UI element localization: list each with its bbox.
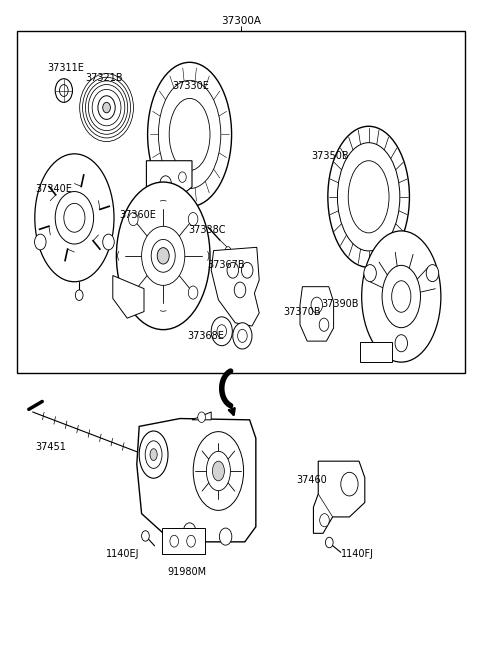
Circle shape [320,514,329,527]
Circle shape [179,172,186,182]
Circle shape [55,79,72,102]
Text: 37300A: 37300A [221,16,261,26]
Polygon shape [113,276,144,318]
Polygon shape [146,161,192,210]
Text: 37340E: 37340E [35,184,72,194]
Ellipse shape [382,265,420,327]
Circle shape [225,247,231,255]
Text: 37321B: 37321B [85,73,123,83]
Ellipse shape [328,126,409,268]
Circle shape [238,329,247,342]
Ellipse shape [145,441,162,468]
Circle shape [60,85,68,96]
Circle shape [364,264,376,281]
Polygon shape [137,419,256,542]
Text: 37367B: 37367B [207,260,245,270]
Polygon shape [211,247,259,326]
FancyArrowPatch shape [229,408,234,415]
Ellipse shape [348,161,389,233]
Circle shape [426,264,439,281]
Circle shape [183,523,196,540]
Ellipse shape [150,449,157,461]
Circle shape [311,297,323,313]
Polygon shape [300,287,334,341]
Ellipse shape [139,431,168,478]
Circle shape [142,531,149,541]
Circle shape [325,537,333,548]
Text: 37350B: 37350B [311,151,348,161]
Circle shape [64,203,85,232]
Ellipse shape [157,248,169,264]
Circle shape [75,290,83,300]
Circle shape [98,96,115,119]
Bar [17,31,465,373]
Text: 37451: 37451 [35,442,66,453]
Polygon shape [360,342,392,362]
Circle shape [188,213,198,226]
Polygon shape [162,528,205,554]
Ellipse shape [361,231,441,362]
Ellipse shape [169,98,210,171]
Text: 37360E: 37360E [119,210,156,220]
Polygon shape [192,412,211,420]
Text: 91980M: 91980M [168,567,207,577]
Circle shape [188,286,198,299]
Circle shape [129,286,138,299]
Ellipse shape [337,143,400,251]
Ellipse shape [212,461,225,481]
Text: 37338C: 37338C [188,224,226,235]
Circle shape [198,412,205,422]
Circle shape [241,262,253,278]
Text: 37311E: 37311E [47,63,84,73]
Text: 37460: 37460 [297,475,327,485]
Text: 37330E: 37330E [172,81,209,91]
Ellipse shape [148,62,232,207]
Circle shape [160,176,171,192]
Ellipse shape [151,239,175,272]
Circle shape [129,213,138,226]
Circle shape [227,262,239,278]
Text: 37390B: 37390B [322,299,359,310]
Ellipse shape [116,182,210,330]
Ellipse shape [158,80,221,189]
Text: 1140FJ: 1140FJ [341,548,374,559]
Circle shape [55,192,94,244]
Circle shape [234,282,246,298]
Ellipse shape [206,451,230,491]
Ellipse shape [35,154,114,281]
Circle shape [35,234,46,250]
Text: 1140EJ: 1140EJ [106,548,139,559]
Circle shape [170,535,179,547]
Polygon shape [313,461,365,533]
Circle shape [341,472,358,496]
Ellipse shape [193,432,243,510]
Text: 37370B: 37370B [283,307,321,318]
Circle shape [103,234,114,250]
Ellipse shape [142,226,185,285]
Ellipse shape [392,281,411,312]
Circle shape [217,325,227,338]
Circle shape [103,102,110,113]
Circle shape [319,318,329,331]
Circle shape [219,528,232,545]
Circle shape [395,335,408,352]
Text: 37368E: 37368E [187,331,224,341]
Circle shape [187,535,195,547]
Circle shape [211,317,232,346]
Circle shape [233,323,252,349]
